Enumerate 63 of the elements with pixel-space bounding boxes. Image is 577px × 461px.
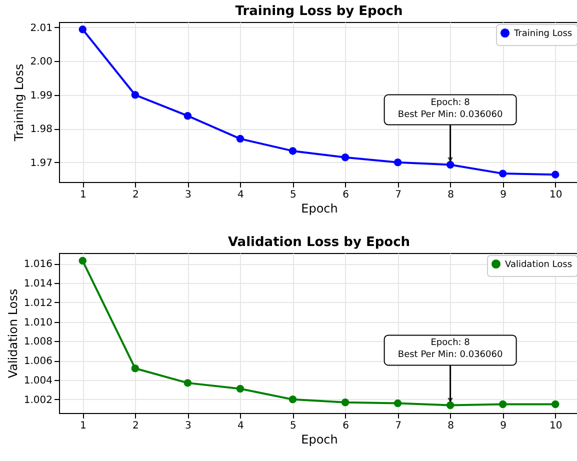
y-tick-label: 1.006 xyxy=(24,356,52,368)
point xyxy=(184,112,192,120)
legend-label: Training Loss xyxy=(513,29,572,39)
point xyxy=(131,364,140,372)
annotation: Epoch: 8 Best Per Min: 0.036060 xyxy=(398,338,503,360)
y-tick-label: 1.010 xyxy=(24,317,52,328)
point xyxy=(131,91,140,99)
x-tick-label: 8 xyxy=(448,190,454,200)
chart-title: Validation Loss by Epoch xyxy=(228,235,410,250)
chart-title: Training Loss by Epoch xyxy=(235,4,403,19)
x-axis-title: Epoch xyxy=(301,202,338,216)
legend-label: Validation Loss xyxy=(505,260,572,270)
y-tick-label: 1.002 xyxy=(24,394,52,406)
y-tick-label: 2.00 xyxy=(30,56,52,68)
x-tick-label: 1 xyxy=(80,190,86,200)
point xyxy=(394,158,402,166)
y-tick-label: 1.012 xyxy=(24,298,52,309)
x-tick-label: 10 xyxy=(549,420,562,432)
x-tick-label: 9 xyxy=(500,190,507,200)
point xyxy=(341,398,350,406)
y-tick-label: 1.016 xyxy=(24,259,52,270)
y-axis-title: Validation Loss xyxy=(6,288,20,378)
y-tick-label: 1.004 xyxy=(24,376,52,387)
x-tick-label: 10 xyxy=(549,190,562,200)
point xyxy=(498,170,507,178)
x-tick-label: 2 xyxy=(132,190,139,200)
y-tick-label: 1.99 xyxy=(30,90,52,102)
point xyxy=(446,401,454,410)
point xyxy=(288,147,297,155)
point xyxy=(446,160,454,169)
point xyxy=(288,396,297,404)
x-tick-label: 7 xyxy=(395,420,402,432)
point xyxy=(341,153,350,162)
point xyxy=(394,399,402,408)
y-tick-label: 2.01 xyxy=(30,22,52,34)
y-tick-label: 1.98 xyxy=(30,124,52,136)
y-tick-label: 1.008 xyxy=(24,336,52,348)
x-tick-label: 5 xyxy=(290,190,296,200)
x-tick-label: 4 xyxy=(238,420,244,432)
y-tick-label: 1.014 xyxy=(24,278,52,290)
point xyxy=(78,26,87,34)
x-tick-label: 3 xyxy=(185,420,192,432)
y-tick-label: 1.97 xyxy=(30,158,52,169)
x-tick-label: 3 xyxy=(185,190,192,200)
x-tick-label: 2 xyxy=(132,420,139,432)
point xyxy=(236,384,244,393)
x-tick-label: 9 xyxy=(500,420,507,432)
x-tick-label: 4 xyxy=(238,190,244,200)
point xyxy=(78,256,87,265)
point xyxy=(184,379,192,387)
annotation: Epoch: 8 Best Per Min: 0.036060 xyxy=(398,98,503,120)
x-axis-title: Epoch xyxy=(301,432,338,446)
x-tick-label: 7 xyxy=(395,190,402,200)
x-tick-label: 5 xyxy=(290,420,296,432)
point xyxy=(498,400,507,408)
x-tick-label: 1 xyxy=(80,420,86,432)
point xyxy=(236,134,244,143)
x-tick-label: 6 xyxy=(342,420,349,432)
point xyxy=(551,400,560,408)
y-axis-title: Training Loss xyxy=(12,64,26,142)
x-tick-label: 6 xyxy=(342,190,349,200)
point xyxy=(551,170,560,178)
x-tick-label: 8 xyxy=(448,420,454,432)
